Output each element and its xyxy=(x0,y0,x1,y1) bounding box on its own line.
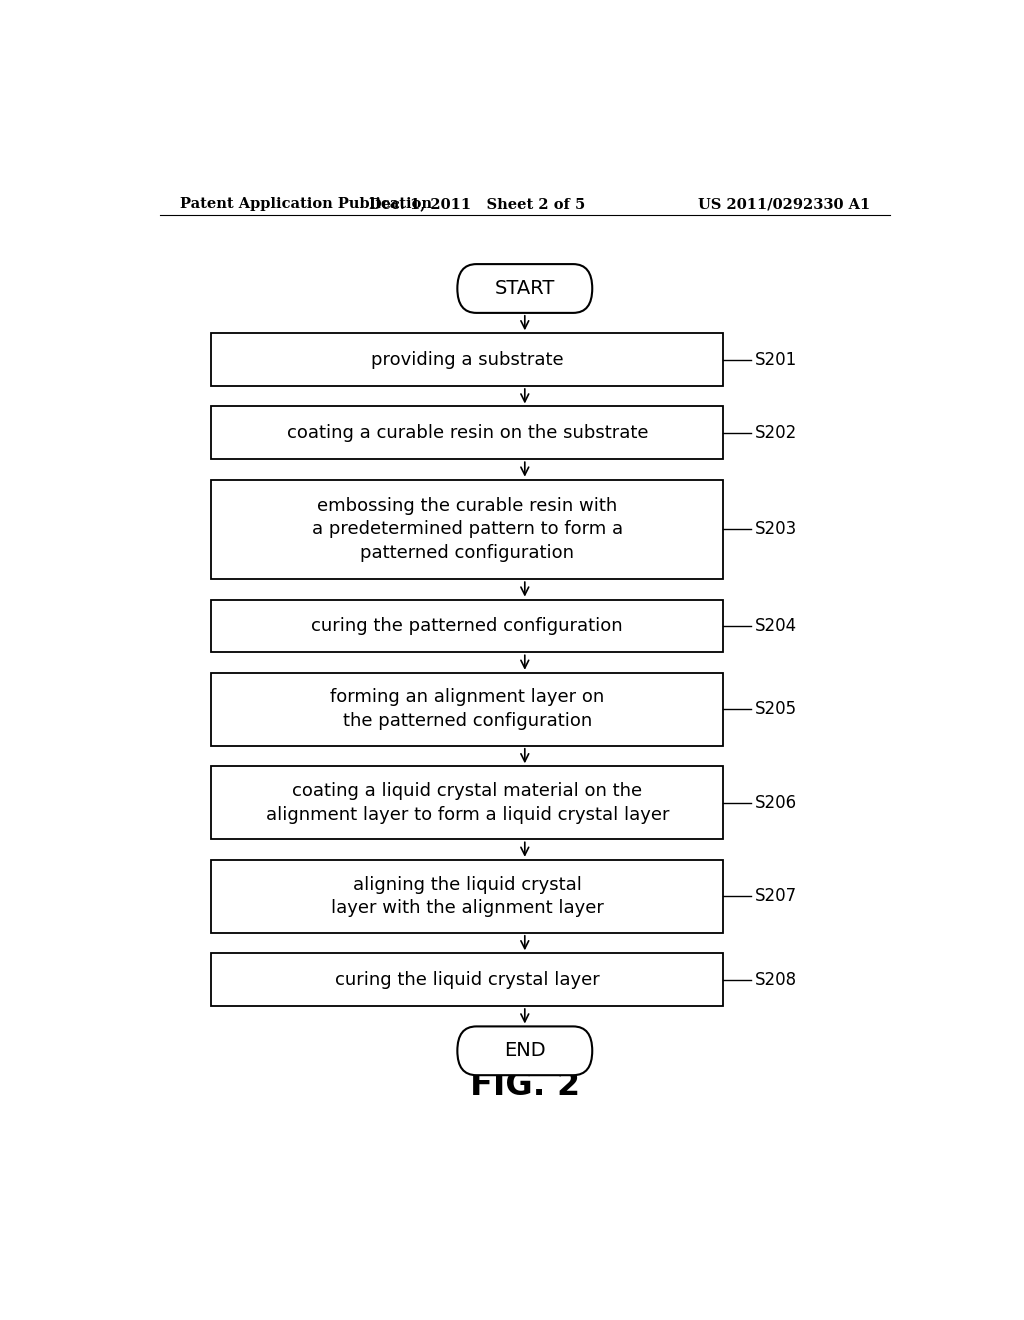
FancyBboxPatch shape xyxy=(458,264,592,313)
FancyBboxPatch shape xyxy=(211,599,723,652)
Text: S203: S203 xyxy=(755,520,798,539)
FancyBboxPatch shape xyxy=(211,479,723,579)
Text: S204: S204 xyxy=(755,616,797,635)
Text: forming an alignment layer on
the patterned configuration: forming an alignment layer on the patter… xyxy=(330,689,604,730)
Text: S208: S208 xyxy=(755,970,797,989)
FancyBboxPatch shape xyxy=(458,1027,592,1076)
Text: Dec. 1, 2011   Sheet 2 of 5: Dec. 1, 2011 Sheet 2 of 5 xyxy=(369,197,586,211)
Text: Patent Application Publication: Patent Application Publication xyxy=(179,197,431,211)
Text: FIG. 2: FIG. 2 xyxy=(470,1069,580,1102)
Text: S201: S201 xyxy=(755,351,798,368)
Text: S205: S205 xyxy=(755,701,797,718)
Text: curing the liquid crystal layer: curing the liquid crystal layer xyxy=(335,970,600,989)
Text: curing the patterned configuration: curing the patterned configuration xyxy=(311,616,623,635)
Text: aligning the liquid crystal
layer with the alignment layer: aligning the liquid crystal layer with t… xyxy=(331,875,604,917)
Text: S202: S202 xyxy=(755,424,798,442)
Text: coating a liquid crystal material on the
alignment layer to form a liquid crysta: coating a liquid crystal material on the… xyxy=(265,781,669,824)
Text: END: END xyxy=(504,1041,546,1060)
Text: S207: S207 xyxy=(755,887,797,906)
FancyBboxPatch shape xyxy=(211,407,723,459)
Text: embossing the curable resin with
a predetermined pattern to form a
patterned con: embossing the curable resin with a prede… xyxy=(311,496,623,562)
FancyBboxPatch shape xyxy=(211,333,723,385)
Text: S206: S206 xyxy=(755,793,797,812)
Text: providing a substrate: providing a substrate xyxy=(371,351,563,368)
Text: START: START xyxy=(495,279,555,298)
FancyBboxPatch shape xyxy=(211,859,723,933)
FancyBboxPatch shape xyxy=(211,673,723,746)
FancyBboxPatch shape xyxy=(211,953,723,1006)
Text: US 2011/0292330 A1: US 2011/0292330 A1 xyxy=(697,197,870,211)
Text: coating a curable resin on the substrate: coating a curable resin on the substrate xyxy=(287,424,648,442)
FancyBboxPatch shape xyxy=(211,766,723,840)
